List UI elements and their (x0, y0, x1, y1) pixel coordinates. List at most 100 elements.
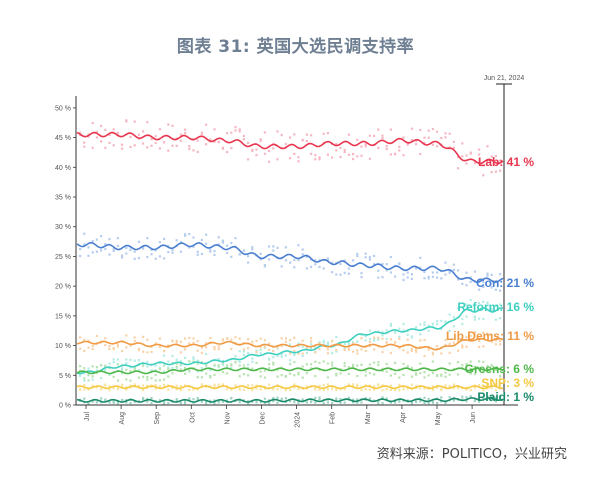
poll-dot (465, 400, 468, 403)
poll-dot (465, 315, 468, 318)
poll-dot (335, 372, 338, 375)
poll-dot (381, 334, 384, 337)
poll-dot (255, 361, 258, 365)
poll-dot (352, 152, 355, 156)
poll-dot (406, 351, 409, 354)
poll-dot (368, 157, 371, 160)
poll-dot (431, 322, 434, 325)
poll-dot (158, 366, 161, 369)
poll-dot (389, 255, 392, 259)
poll-dot (112, 346, 115, 350)
poll-dot (146, 146, 149, 149)
poll-dot (238, 253, 241, 256)
poll-dot (440, 374, 443, 377)
poll-dot (87, 133, 90, 136)
poll-dot (478, 345, 481, 349)
poll-dot (217, 357, 220, 361)
poll-dot (457, 269, 460, 272)
poll-dot (196, 398, 199, 402)
poll-dot (158, 241, 161, 244)
poll-dot (310, 347, 313, 350)
poll-dot (175, 362, 178, 365)
poll-dot (360, 145, 363, 148)
poll-dot (238, 130, 241, 133)
poll-dot (167, 244, 170, 248)
poll-dot (377, 384, 380, 387)
poll-dot (473, 332, 476, 335)
poll-dot (213, 253, 216, 257)
poll-dot (410, 402, 413, 405)
poll-dot (436, 344, 439, 348)
poll-dot (79, 247, 82, 251)
poll-dot (389, 324, 392, 327)
poll-dot (352, 363, 355, 367)
poll-dot (205, 364, 208, 367)
poll-dot (91, 251, 94, 254)
poll-dot (423, 401, 426, 405)
poll-dot (385, 388, 388, 391)
poll-dot (91, 146, 94, 149)
poll-dot (293, 361, 296, 364)
poll-dot (280, 345, 283, 348)
poll-dot (352, 341, 355, 344)
poll-dot (280, 134, 283, 137)
poll-dot (360, 363, 363, 366)
poll-dot (444, 371, 447, 374)
poll-dot (373, 254, 376, 258)
poll-dot (402, 362, 405, 366)
poll-dot (167, 401, 170, 405)
poll-dot (347, 267, 350, 270)
poll-dot (322, 132, 325, 135)
poll-dot (410, 375, 413, 378)
poll-dot (335, 397, 338, 400)
poll-dot (440, 277, 443, 280)
poll-dot (133, 339, 136, 343)
poll-dot (356, 352, 359, 355)
poll-dot (297, 352, 300, 355)
poll-dot (478, 339, 481, 343)
poll-dot (251, 367, 254, 370)
poll-dot (419, 333, 422, 336)
poll-dot (377, 399, 380, 403)
poll-dot (251, 148, 254, 152)
poll-dot (473, 331, 476, 334)
poll-dot (179, 351, 182, 354)
poll-dot (125, 119, 128, 122)
poll-dot (146, 365, 149, 368)
poll-dot (226, 150, 229, 154)
poll-dot (482, 285, 485, 288)
poll-dot (83, 243, 86, 246)
poll-dot (129, 135, 132, 139)
poll-dot (221, 338, 224, 341)
poll-dot (129, 366, 132, 369)
poll-dot (318, 361, 321, 364)
poll-dot (175, 358, 178, 361)
poll-dot (121, 256, 124, 259)
poll-dot (398, 383, 401, 386)
poll-dot (482, 397, 485, 400)
poll-dot (217, 236, 220, 239)
poll-dot (440, 389, 443, 392)
poll-dot (314, 401, 317, 404)
poll-dot (280, 265, 283, 268)
poll-dot (272, 249, 275, 252)
poll-dot (482, 389, 485, 392)
poll-dot (188, 147, 191, 151)
poll-dot (83, 367, 86, 370)
poll-dot (255, 148, 258, 151)
poll-dot (95, 369, 98, 372)
poll-dot (133, 250, 136, 253)
poll-dot (100, 377, 103, 380)
poll-dot (146, 378, 149, 381)
poll-dot (276, 346, 279, 349)
poll-dot (452, 399, 455, 402)
poll-dot (326, 153, 329, 156)
poll-dot (167, 344, 170, 347)
poll-dot (238, 128, 241, 131)
poll-dot (431, 388, 434, 391)
poll-dot (448, 396, 451, 399)
poll-dot (104, 369, 107, 372)
poll-dot (188, 397, 191, 400)
poll-dot (478, 279, 481, 282)
poll-dot (318, 156, 321, 159)
